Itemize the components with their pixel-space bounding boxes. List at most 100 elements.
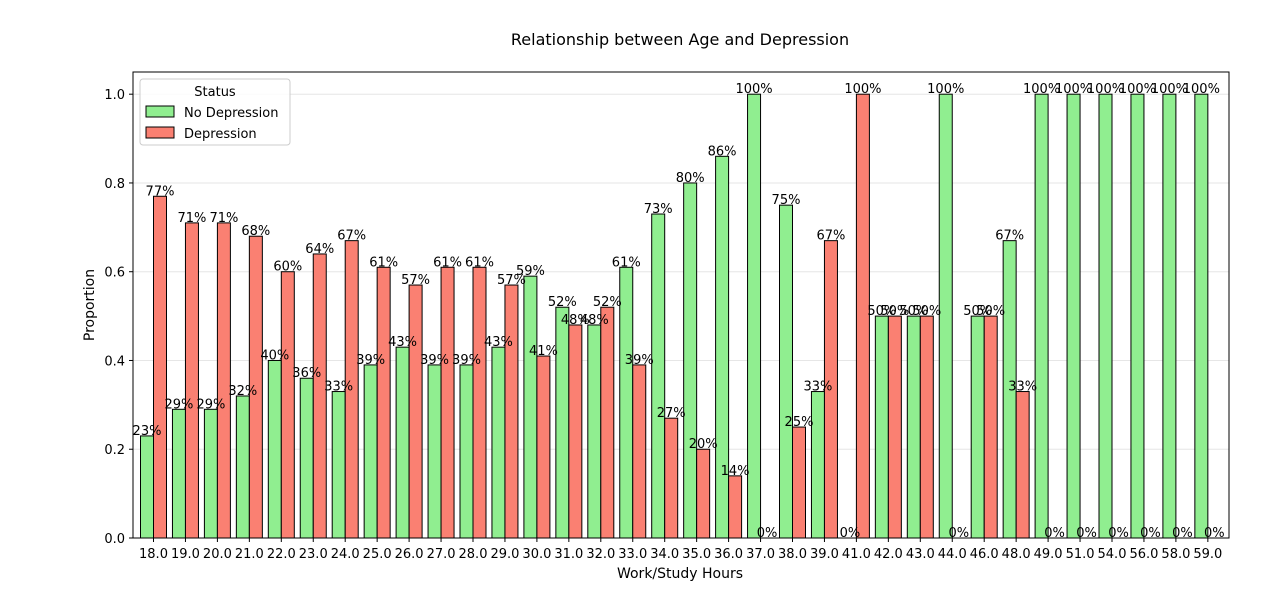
x-tick-label: 58.0: [1161, 547, 1190, 562]
data-label: 57%: [497, 273, 526, 288]
legend-label-no-depression: No Depression: [184, 106, 278, 121]
x-tick-label: 24.0: [331, 547, 360, 562]
bar-no-depression: [1194, 93, 1209, 539]
data-label: 39%: [420, 353, 449, 368]
data-label: 68%: [241, 224, 270, 239]
bar-no-depression: [587, 324, 602, 539]
data-label: 0%: [1108, 526, 1129, 541]
x-tick-label: 18.0: [139, 547, 168, 562]
bar-depression: [504, 284, 519, 539]
data-label: 71%: [177, 211, 206, 226]
data-label: 50%: [880, 304, 909, 319]
data-label: 100%: [1183, 82, 1220, 97]
bar-depression: [376, 266, 391, 539]
data-label: 50%: [912, 304, 941, 319]
bar-no-depression: [1162, 93, 1177, 539]
bar-no-depression: [1066, 93, 1081, 539]
data-label: 67%: [337, 229, 366, 244]
bar-no-depression: [395, 346, 410, 539]
legend: Status No Depression Depression: [139, 78, 291, 146]
x-tick-label: 38.0: [778, 547, 807, 562]
x-tick-label: 31.0: [554, 547, 583, 562]
data-label: 39%: [452, 353, 481, 368]
data-label: 0%: [1076, 526, 1097, 541]
x-tick-label: 28.0: [459, 547, 488, 562]
x-tick-label: 51.0: [1066, 547, 1095, 562]
bar-depression: [440, 266, 455, 539]
x-axis: 18.0 19.0 20.0 21.0 22.0 23.0 24.0 25.0 26.0 27.0…: [139, 538, 1222, 562]
bar-no-depression: [779, 204, 793, 539]
data-label: 50%: [976, 304, 1005, 319]
x-tick-label: 48.0: [1002, 547, 1031, 562]
x-tick-label: 35.0: [682, 547, 711, 562]
data-label: 39%: [356, 353, 385, 368]
bar-no-depression: [140, 435, 154, 539]
legend-swatch-no-depression: [145, 105, 175, 118]
data-label: 67%: [995, 229, 1024, 244]
data-label: 100%: [1151, 82, 1188, 97]
data-label: 14%: [721, 464, 750, 479]
data-label: 100%: [735, 82, 772, 97]
bar-depression: [280, 271, 295, 539]
x-tick-label: 44.0: [938, 547, 967, 562]
bar-no-depression: [1098, 93, 1113, 539]
bar-depression: [568, 324, 583, 539]
x-tick-label: 37.0: [746, 547, 775, 562]
bar-depression: [919, 315, 934, 539]
bar-no-depression: [171, 408, 186, 539]
x-tick-label: 32.0: [586, 547, 615, 562]
x-tick-label: 30.0: [522, 547, 551, 562]
data-label: 71%: [209, 211, 238, 226]
y-tick-label: 0.0: [104, 532, 125, 547]
bar-depression: [408, 284, 423, 539]
legend-label-depression: Depression: [184, 127, 257, 142]
data-label: 43%: [388, 335, 417, 350]
x-tick-label: 19.0: [171, 547, 200, 562]
y-tick-label: 0.8: [104, 177, 125, 192]
bar-depression: [312, 253, 327, 539]
y-tick-label: 1.0: [104, 88, 125, 103]
x-tick-label: 42.0: [874, 547, 903, 562]
data-label: 100%: [927, 82, 964, 97]
x-tick-label: 26.0: [395, 547, 424, 562]
x-tick-label: 23.0: [299, 547, 328, 562]
bar-no-depression: [331, 391, 346, 539]
bar-depression: [1015, 391, 1030, 539]
bar-depression: [632, 364, 647, 539]
bar-no-depression: [1130, 93, 1145, 539]
x-tick-label: 21.0: [235, 547, 264, 562]
data-label: 32%: [228, 384, 257, 399]
bar-no-depression: [203, 408, 218, 539]
data-label: 29%: [164, 397, 193, 412]
data-label: 27%: [657, 406, 686, 421]
data-label: 50%: [867, 304, 896, 319]
x-tick-label: 54.0: [1098, 547, 1127, 562]
bar-depression: [600, 306, 615, 539]
bar-no-depression: [459, 364, 474, 539]
bar-depression: [887, 315, 902, 539]
data-label: 0%: [757, 526, 778, 541]
bar-no-depression: [555, 306, 570, 539]
data-label: 100%: [1119, 82, 1156, 97]
bar-depression: [184, 222, 199, 539]
data-label: 33%: [803, 380, 832, 395]
bar-depression: [472, 266, 487, 539]
x-tick-label: 56.0: [1129, 547, 1158, 562]
data-label: 57%: [401, 273, 430, 288]
bar-depression: [696, 448, 711, 539]
data-label: 0%: [1140, 526, 1161, 541]
data-label: 100%: [844, 82, 881, 97]
data-label: 23%: [133, 424, 162, 439]
data-label: 73%: [644, 202, 673, 217]
x-tick-label: 29.0: [490, 547, 519, 562]
bar-no-depression: [299, 377, 314, 539]
data-label: 0%: [1044, 526, 1065, 541]
bar-no-depression: [427, 364, 442, 539]
data-label: 48%: [561, 313, 590, 328]
data-label: 40%: [260, 348, 289, 363]
legend-box: [139, 78, 291, 146]
y-tick-label: 0.4: [104, 354, 125, 369]
data-label: 0%: [1204, 526, 1225, 541]
bar-depression: [983, 315, 998, 539]
